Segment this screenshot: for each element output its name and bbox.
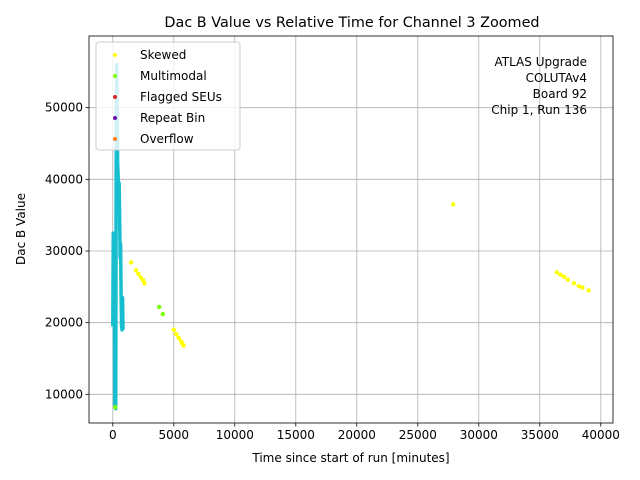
point-skewed — [181, 343, 186, 348]
plot-frame — [88, 35, 614, 424]
y-tick-label: 10000 — [45, 387, 83, 401]
x-tick-label: 35000 — [521, 428, 559, 442]
annotation: ATLAS Upgrade COLUTAv4 Board 92 Chip 1, … — [491, 55, 587, 117]
legend-label-flagged-seus: Flagged SEUs — [140, 90, 222, 104]
annotation-line-4: Chip 1, Run 136 — [491, 103, 587, 117]
legend-label-multimodal: Multimodal — [140, 69, 207, 83]
legend-box — [95, 41, 241, 151]
y-axis-label: Dac B Value — [14, 193, 28, 265]
point-skewed — [142, 281, 147, 286]
y-tick-label: 30000 — [45, 244, 83, 258]
point-skewed — [133, 268, 139, 273]
point-skewed — [171, 327, 176, 333]
point-skewed — [554, 270, 560, 275]
x-tick-label: 15000 — [277, 428, 315, 442]
point-skewed — [136, 271, 141, 277]
point-skewed — [174, 331, 179, 337]
x-tick-label: 5000 — [159, 428, 190, 442]
legend-marker-overflow — [113, 137, 117, 141]
point-skewed — [128, 260, 134, 265]
point-multimodal — [113, 405, 118, 410]
y-tick-label: 20000 — [45, 316, 83, 330]
data-marks — [111, 62, 591, 411]
point-skewed — [580, 285, 585, 290]
grid — [89, 36, 613, 423]
annotation-line-2: COLUTAv4 — [526, 71, 587, 85]
y-axis: 10000 20000 30000 40000 50000 — [45, 101, 89, 401]
point-multimodal — [160, 311, 166, 317]
legend-marker-skewed — [113, 53, 117, 57]
point-multimodal — [156, 304, 162, 310]
point-skewed — [576, 283, 582, 289]
legend-marker-repeat-bin — [113, 116, 117, 120]
point-skewed — [558, 272, 563, 277]
chart-title: Dac B Value vs Relative Time for Channel… — [164, 15, 539, 31]
annotation-line-1: ATLAS Upgrade — [494, 55, 587, 69]
x-axis-label: Time since start of run [minutes] — [251, 451, 449, 465]
point-skewed — [571, 281, 577, 286]
legend-marker-multimodal — [113, 74, 117, 78]
legend-label-repeat-bin: Repeat Bin — [140, 111, 205, 125]
main-trace-line — [111, 62, 125, 411]
point-skewed — [138, 275, 144, 280]
point-skewed — [586, 288, 591, 293]
x-tick-label: 0 — [109, 428, 117, 442]
x-tick-label: 25000 — [399, 428, 437, 442]
point-skewed — [176, 335, 181, 340]
y-tick-label: 40000 — [45, 172, 83, 186]
x-tick-label: 30000 — [460, 428, 498, 442]
point-skewed — [561, 274, 567, 279]
legend-label-overflow: Overflow — [140, 132, 194, 146]
legend-marker-flagged-seus — [113, 95, 117, 99]
point-skewed — [565, 277, 571, 282]
x-tick-label: 10000 — [216, 428, 254, 442]
x-tick-label: 20000 — [338, 428, 376, 442]
x-axis: 0 5000 10000 15000 20000 25000 30000 35000 40000 — [109, 423, 620, 442]
x-tick-label: 40000 — [582, 428, 620, 442]
point-skewed — [450, 202, 456, 207]
y-tick-label: 50000 — [45, 101, 83, 115]
legend-label-skewed: Skewed — [140, 48, 186, 62]
annotation-line-3: Board 92 — [533, 87, 587, 101]
legend: Skewed Multimodal Flagged SEUs Repeat Bi… — [95, 41, 241, 151]
